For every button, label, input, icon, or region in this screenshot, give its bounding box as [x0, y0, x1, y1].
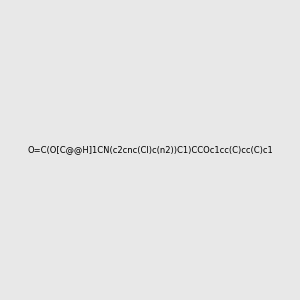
Text: O=C(O[C@@H]1CN(c2cnc(Cl)c(n2))C1)CCOc1cc(C)cc(C)c1: O=C(O[C@@H]1CN(c2cnc(Cl)c(n2))C1)CCOc1cc…: [27, 146, 273, 154]
